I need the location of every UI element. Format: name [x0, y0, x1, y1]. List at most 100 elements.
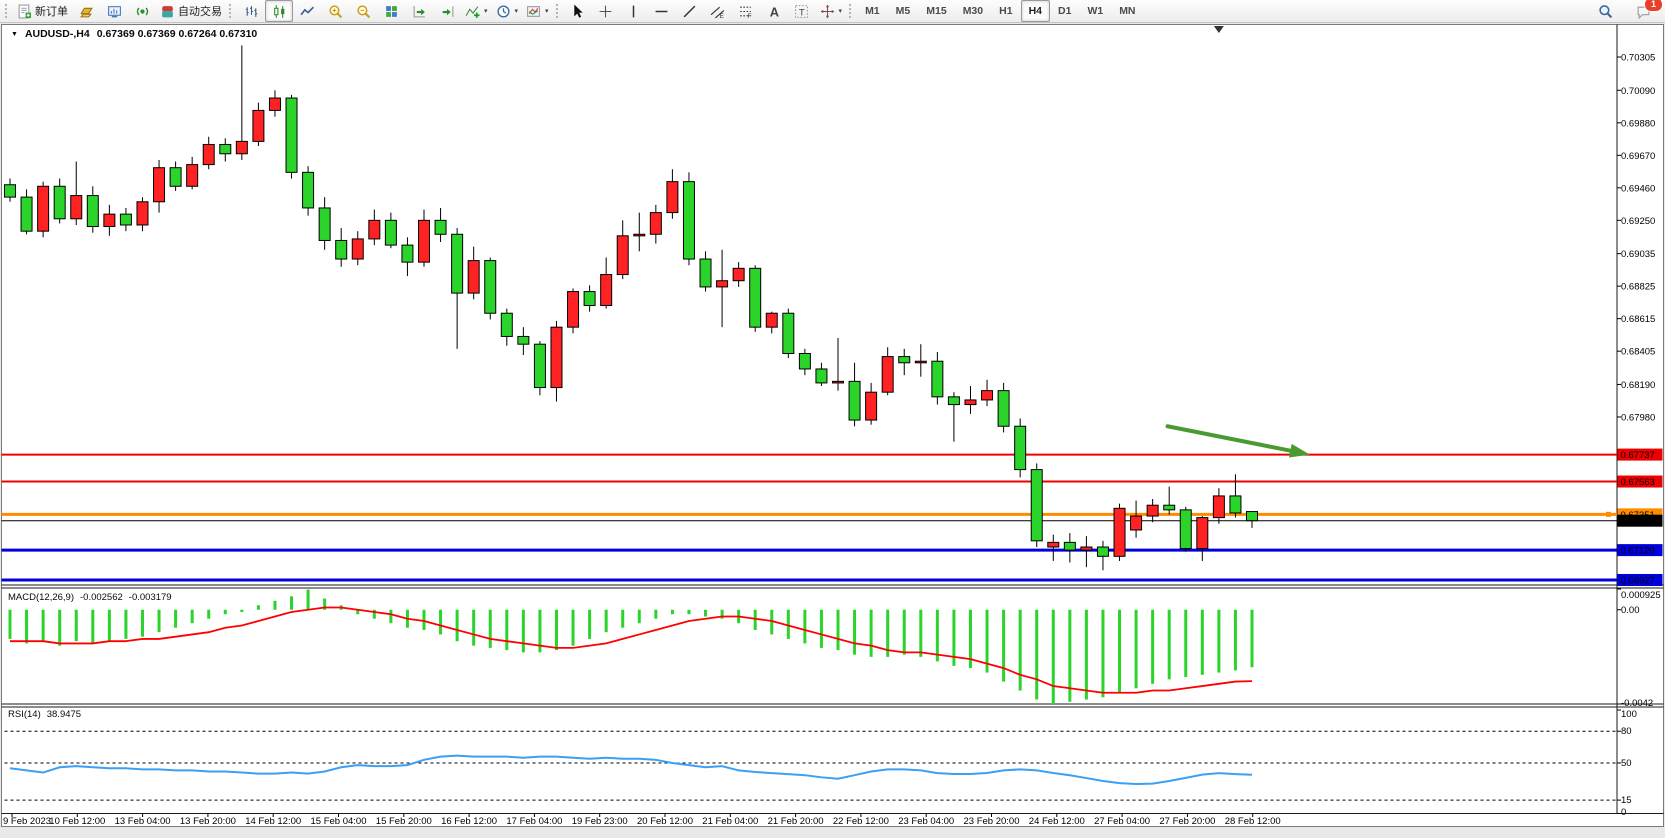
candlestick[interactable]	[1196, 516, 1209, 561]
bar-chart-button[interactable]	[237, 0, 265, 22]
crosshair-button[interactable]	[592, 0, 620, 22]
candlestick[interactable]	[832, 338, 844, 391]
chart-shift-marker[interactable]	[1213, 26, 1224, 33]
trendline-button[interactable]	[676, 0, 704, 22]
toolbar-grip[interactable]	[4, 3, 11, 19]
toolbar-grip[interactable]	[228, 3, 235, 19]
candlestick[interactable]	[384, 212, 397, 249]
candlestick[interactable]	[1212, 488, 1225, 524]
timeframe-w1[interactable]: W1	[1087, 5, 1104, 17]
timeframe-m30[interactable]: M30	[962, 5, 984, 17]
periods-button[interactable]: ▾	[492, 0, 523, 22]
candlestick[interactable]	[964, 385, 977, 414]
candlestick[interactable]	[914, 344, 927, 377]
notifications-button[interactable]: 1	[1629, 0, 1663, 23]
arrows-button[interactable]: ▾	[816, 0, 847, 22]
zoom-in-button[interactable]	[321, 0, 349, 22]
candlestick[interactable]	[70, 161, 83, 225]
candlestick[interactable]	[1130, 500, 1143, 538]
auto-scroll-button[interactable]	[405, 0, 433, 22]
candlestick[interactable]	[53, 178, 66, 224]
candlestick[interactable]	[285, 94, 298, 179]
line-chart-button[interactable]	[293, 0, 321, 22]
candlestick[interactable]	[401, 237, 414, 277]
timeframe-m15[interactable]: M15	[926, 5, 947, 17]
candlestick[interactable]	[649, 204, 662, 244]
candlestick[interactable]	[268, 90, 281, 117]
timeframe-d1[interactable]: D1	[1058, 5, 1072, 17]
candlestick[interactable]	[749, 265, 762, 332]
candlestick[interactable]	[302, 166, 315, 216]
new-order-button[interactable]: 新订单	[13, 0, 72, 22]
candlestick-chart-button[interactable]	[265, 0, 293, 22]
candlestick[interactable]	[500, 308, 513, 346]
line-handle[interactable]	[1606, 511, 1611, 517]
candlestick[interactable]	[716, 249, 729, 328]
candlestick[interactable]	[219, 138, 232, 162]
toolbar-grip[interactable]	[848, 3, 856, 19]
candlestick[interactable]	[1014, 418, 1027, 478]
candlestick[interactable]	[567, 288, 580, 334]
text-label-button[interactable]: T	[788, 0, 816, 22]
candlestick[interactable]	[318, 197, 331, 250]
candlestick[interactable]	[202, 136, 215, 170]
candlestick[interactable]	[881, 347, 894, 396]
candlestick[interactable]	[600, 257, 613, 309]
templates-button[interactable]: ▾	[522, 0, 553, 22]
auto-trading-button[interactable]: 自动交易	[156, 0, 226, 22]
candlestick[interactable]	[451, 228, 464, 349]
candlestick[interactable]	[682, 172, 695, 266]
candlestick[interactable]	[153, 159, 166, 213]
zoom-out-button[interactable]	[349, 0, 377, 22]
candlestick[interactable]	[335, 228, 348, 267]
candlestick[interactable]	[981, 379, 994, 407]
candlestick[interactable]	[103, 204, 116, 236]
candlestick[interactable]	[418, 209, 430, 267]
candlestick[interactable]	[898, 348, 911, 376]
candlestick[interactable]	[633, 212, 646, 252]
search-button[interactable]	[1591, 1, 1619, 23]
equidistant-channel-button[interactable]: E	[704, 0, 732, 22]
candlestick[interactable]	[732, 262, 745, 287]
candlestick[interactable]	[1163, 486, 1176, 515]
candlestick[interactable]	[1096, 540, 1109, 571]
chart-shift-button[interactable]	[433, 0, 461, 22]
candlestick[interactable]	[484, 257, 497, 320]
candlestick[interactable]	[782, 308, 795, 359]
toolbar-grip[interactable]	[554, 3, 562, 19]
candlestick[interactable]	[997, 382, 1010, 433]
candlestick[interactable]	[765, 311, 778, 334]
timeframe-mn[interactable]: MN	[1119, 5, 1136, 17]
terminal-window-button[interactable]	[100, 0, 128, 22]
chart-menu-icon[interactable]: ▼	[11, 30, 18, 38]
candlestick[interactable]	[4, 178, 16, 202]
candlestick[interactable]	[169, 161, 182, 191]
indicators-button[interactable]: ▾	[461, 0, 492, 22]
candlestick[interactable]	[467, 246, 480, 300]
candlestick[interactable]	[119, 207, 132, 232]
candlestick[interactable]	[583, 285, 596, 312]
trend-arrow-annotation[interactable]	[1165, 424, 1310, 458]
candlestick[interactable]	[550, 320, 563, 402]
candlestick[interactable]	[235, 45, 248, 160]
candlestick[interactable]	[252, 102, 265, 147]
timeframe-m1[interactable]: M1	[865, 5, 880, 17]
timeframe-h4[interactable]: H4	[1020, 0, 1050, 22]
candlestick[interactable]	[616, 220, 629, 280]
candlestick[interactable]	[947, 392, 960, 442]
candlestick[interactable]	[1047, 534, 1060, 561]
timeframe-h1[interactable]: H1	[999, 5, 1013, 17]
candlestick[interactable]	[1179, 506, 1192, 552]
candlestick[interactable]	[798, 348, 811, 376]
fibonacci-button[interactable]: F	[732, 0, 760, 22]
gold-chart-button[interactable]	[72, 0, 100, 22]
candlestick[interactable]	[37, 181, 50, 238]
candlestick[interactable]	[434, 207, 447, 243]
candlestick[interactable]	[666, 169, 679, 219]
text-button[interactable]: A	[760, 0, 788, 22]
candlestick[interactable]	[186, 156, 199, 190]
candlestick[interactable]	[1113, 503, 1126, 561]
candlestick[interactable]	[699, 251, 712, 292]
candlestick[interactable]	[815, 362, 828, 386]
